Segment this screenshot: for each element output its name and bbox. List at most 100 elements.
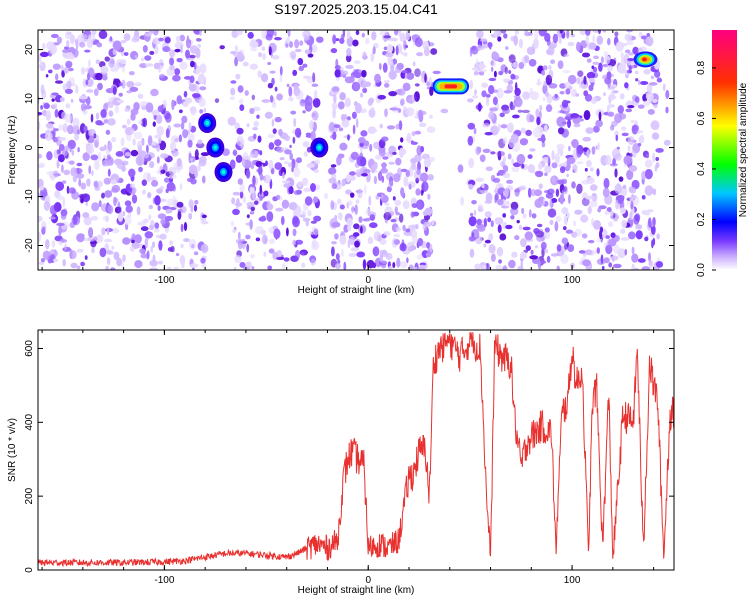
- spectrogram-speckle: [383, 46, 388, 51]
- spectrogram-speckle: [115, 151, 124, 157]
- spectrogram-speckle: [537, 78, 541, 86]
- spectrogram-speckle: [62, 149, 68, 156]
- spectrogram-speckle: [423, 214, 431, 221]
- spectrogram-speckle: [49, 204, 58, 216]
- spectrogram-speckle: [472, 95, 478, 99]
- spectrogram-speckle: [366, 217, 371, 222]
- spectrogram-speckle: [244, 90, 249, 96]
- spectrogram-speckle: [610, 255, 619, 261]
- spectrogram-speckle: [138, 166, 143, 173]
- spectrogram-speckle: [645, 36, 654, 47]
- spectrogram-speckle: [582, 137, 591, 142]
- spectrogram-speckle: [42, 250, 51, 260]
- spectrogram-speckle: [473, 70, 479, 76]
- y-tick-label: -10: [24, 189, 35, 204]
- spectrogram-speckle: [88, 165, 91, 175]
- spectrogram-speckle: [354, 240, 360, 248]
- spectrogram-speckle: [82, 152, 90, 162]
- spectrogram-speckle: [257, 70, 262, 78]
- spectrogram-speckle: [620, 237, 630, 241]
- spectrogram-speckle: [604, 56, 612, 61]
- spectrogram-speckle: [195, 47, 201, 59]
- spectrogram-speckle: [107, 118, 116, 126]
- spectrogram-speckle: [98, 151, 102, 162]
- spectrogram-speckle: [64, 243, 67, 251]
- spectrogram-speckle: [629, 211, 633, 221]
- spectrogram-speckle: [120, 137, 125, 147]
- spectrogram-speckle: [510, 73, 516, 80]
- spectrogram-speckle: [55, 80, 63, 84]
- spectrogram-speckle: [477, 146, 482, 154]
- spectrogram-speckle: [197, 43, 202, 48]
- spectrogram-speckle: [621, 219, 627, 229]
- spectrogram-speckle: [97, 82, 103, 91]
- spectrogram-speckle: [377, 171, 383, 182]
- spectrogram-speckle: [236, 127, 244, 135]
- spectrogram-speckle: [80, 261, 85, 267]
- spectrogram-speckle: [371, 31, 377, 41]
- spectrogram-speckle: [290, 255, 299, 262]
- spectrogram-speckle: [344, 97, 351, 108]
- spectrogram-speckle: [563, 186, 567, 193]
- spectrogram-speckle: [650, 223, 654, 228]
- spectrogram-speckle: [56, 36, 62, 44]
- spectrogram-speckle: [535, 170, 544, 178]
- spectrogram-speckle: [61, 164, 64, 173]
- spectrogram-speckle: [593, 220, 601, 230]
- spectrogram-speckle: [56, 159, 60, 169]
- spectrogram-speckle: [310, 220, 317, 224]
- spectrogram-speckle: [232, 191, 240, 196]
- spectrogram-speckle: [103, 155, 106, 159]
- spectrogram-speckle: [313, 196, 319, 203]
- spectrogram-speckle: [304, 196, 313, 206]
- spectrogram-speckle: [151, 110, 159, 116]
- spectrogram-speckle: [309, 120, 314, 130]
- spectrogram-speckle: [639, 81, 649, 85]
- spectrogram-speckle: [381, 175, 385, 183]
- colorbar-tick-label: 0.8: [696, 61, 707, 75]
- spectrogram-speckle: [395, 123, 400, 130]
- spectrogram-speckle: [279, 75, 283, 83]
- spectrogram-speckle: [650, 120, 660, 131]
- spectrogram-speckle: [650, 75, 655, 80]
- spectrogram-speckle: [118, 92, 123, 97]
- spectrogram-speckle: [65, 31, 72, 40]
- colorbar-ticks: 0.0 0.2 0.4 0.6 0.8: [696, 61, 716, 277]
- spectrogram-speckle: [396, 257, 401, 268]
- spectrogram-speckle: [40, 51, 49, 58]
- spectrogram-speckle: [102, 74, 108, 81]
- spectrogram-speckle: [80, 182, 87, 190]
- spectrogram-speckle: [283, 183, 292, 188]
- spectrogram-speckle: [598, 111, 602, 121]
- spectrogram-speckle: [335, 253, 340, 261]
- spectrogram-speckle: [253, 133, 257, 140]
- spectrogram-speckle: [86, 178, 91, 187]
- y-tick-label: 600: [24, 340, 35, 357]
- spectrogram-speckle: [626, 69, 633, 74]
- spectrogram-speckle: [87, 236, 96, 242]
- spectrogram-speckle: [38, 120, 41, 131]
- spectrogram-speckle: [388, 265, 393, 270]
- spectrogram-speckle: [415, 224, 419, 230]
- spectrogram-speckle: [364, 37, 370, 45]
- spectrogram-speckle: [630, 119, 635, 124]
- spectrogram-speckle: [199, 30, 202, 37]
- spectrogram-speckle: [493, 177, 501, 183]
- spectrogram-speckle: [360, 225, 363, 234]
- spectrogram-speckle: [316, 36, 324, 43]
- spectrogram-speckle: [358, 137, 366, 144]
- spectrogram-speckle: [637, 104, 645, 109]
- spectrogram-speckle: [90, 113, 94, 123]
- spectrogram-speckle: [406, 72, 415, 80]
- spectrogram-speckle: [542, 65, 548, 71]
- spectrogram-speckle: [379, 30, 386, 36]
- spectrogram-speckle: [502, 265, 508, 270]
- spectrogram-speckle: [171, 99, 175, 111]
- spectrogram-speckle: [312, 72, 316, 83]
- spectrogram-speckle: [259, 184, 263, 196]
- spectrogram-speckle: [234, 45, 238, 52]
- spectrogram-speckle: [608, 262, 613, 268]
- spectrogram-speckle: [621, 132, 629, 137]
- colorbar-tick-label: 0.0: [696, 263, 707, 277]
- spectrogram-speckle: [382, 162, 386, 171]
